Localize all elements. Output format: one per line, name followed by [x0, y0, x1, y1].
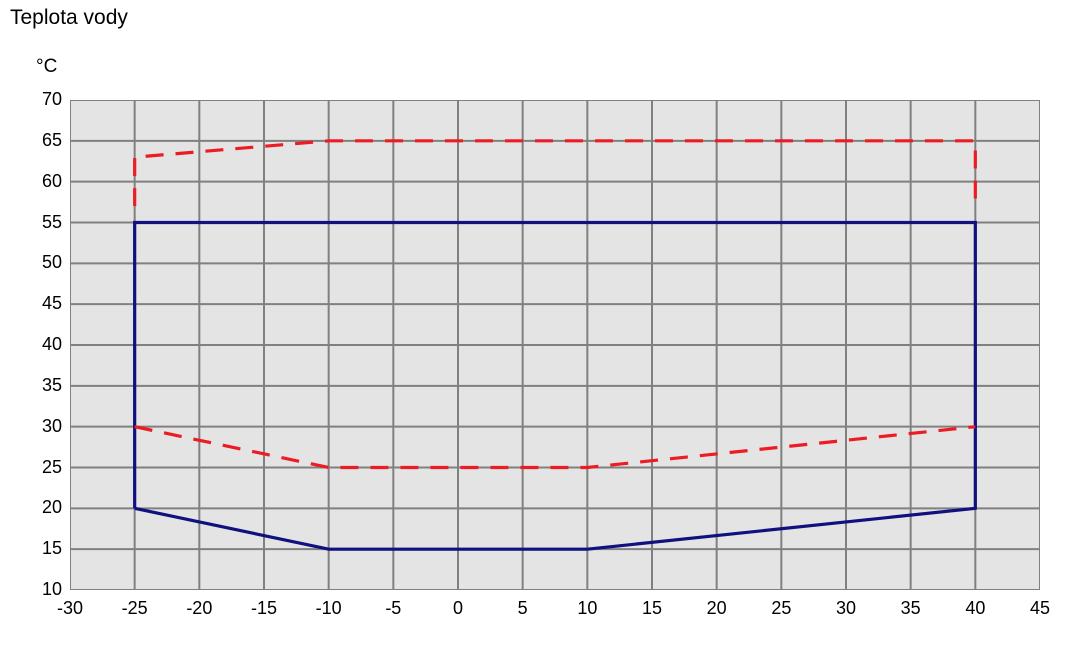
y-tick-label: 15: [42, 538, 62, 559]
chart-title: Teplota vody: [10, 6, 128, 30]
y-tick-label: 65: [42, 130, 62, 151]
x-tick-label: 20: [697, 598, 737, 619]
x-tick-label: -20: [179, 598, 219, 619]
y-tick-label: 60: [42, 171, 62, 192]
chart-container: Teplota vody °C 101520253035404550556065…: [0, 0, 1075, 647]
y-tick-label: 70: [42, 89, 62, 110]
x-tick-label: 25: [761, 598, 801, 619]
x-tick-label: -5: [373, 598, 413, 619]
y-tick-label: 40: [42, 334, 62, 355]
x-tick-label: 40: [955, 598, 995, 619]
y-tick-label: 35: [42, 375, 62, 396]
x-tick-label: 30: [826, 598, 866, 619]
x-tick-label: 35: [891, 598, 931, 619]
x-tick-label: -25: [115, 598, 155, 619]
y-tick-label: 20: [42, 497, 62, 518]
x-tick-label: 10: [567, 598, 607, 619]
y-tick-label: 25: [42, 457, 62, 478]
chart-plot-area: [70, 100, 1040, 590]
x-tick-label: -30: [50, 598, 90, 619]
y-tick-label: 45: [42, 293, 62, 314]
x-tick-label: 15: [632, 598, 672, 619]
x-tick-label: -15: [244, 598, 284, 619]
y-tick-label: 30: [42, 416, 62, 437]
y-tick-label: 50: [42, 252, 62, 273]
x-tick-label: -10: [309, 598, 349, 619]
x-tick-label: 45: [1020, 598, 1060, 619]
x-tick-label: 0: [438, 598, 478, 619]
y-tick-label: 10: [42, 579, 62, 600]
chart-unit-label: °C: [36, 56, 57, 78]
x-tick-label: 5: [503, 598, 543, 619]
y-tick-label: 55: [42, 212, 62, 233]
